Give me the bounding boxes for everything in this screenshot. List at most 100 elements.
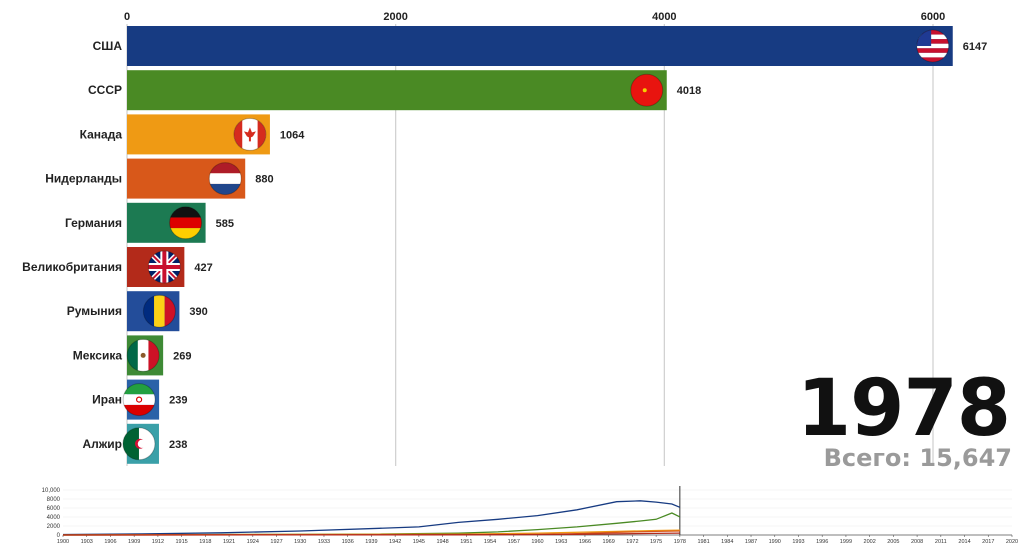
bar — [127, 70, 667, 111]
timeline-x-tick: 1903 — [81, 539, 93, 545]
bar-row: Германия 585 — [65, 202, 234, 243]
timeline-x-tick: 1951 — [460, 539, 472, 545]
timeline-x-tick: 1984 — [721, 539, 733, 545]
bar-row: Алжир 238 — [82, 423, 187, 464]
timeline-y-tick: 10,000 — [42, 488, 61, 494]
timeline-x-tick: 1981 — [697, 539, 709, 545]
timeline-x-tick: 2017 — [982, 539, 994, 545]
category-label: СССР — [88, 83, 122, 97]
timeline-x-tick: 1972 — [626, 539, 638, 545]
bars: США 6147 СССР 4018 Канада 1064 Нидерланды 880 Ге… — [22, 26, 987, 464]
total-label: Всего: 15,647 — [824, 444, 1012, 472]
timeline-x-tick: 1987 — [745, 539, 757, 545]
timeline-x-tick: 1960 — [531, 539, 543, 545]
us-flag-icon — [916, 29, 950, 63]
timeline-series-line — [62, 512, 681, 536]
timeline-x-tick: 1954 — [484, 539, 496, 545]
timeline-x-tick: 1912 — [152, 539, 164, 545]
romania-flag-icon — [142, 294, 176, 328]
timeline-x-tick: 1969 — [603, 539, 615, 545]
value-label: 4018 — [677, 85, 701, 97]
ussr-flag-icon — [630, 73, 664, 107]
timeline-x-tick: 2008 — [911, 539, 923, 545]
category-label: Иран — [92, 393, 122, 407]
value-label: 427 — [194, 262, 212, 274]
germany-flag-icon — [169, 206, 203, 240]
timeline-x-tick: 1900 — [57, 539, 69, 545]
timeline-x-tick: 1948 — [436, 539, 448, 545]
category-label: Румыния — [67, 304, 122, 318]
timeline-x-tick: 1990 — [769, 539, 781, 545]
timeline-x-tick: 1918 — [199, 539, 211, 545]
value-label: 6147 — [963, 41, 987, 53]
category-label: Нидерланды — [45, 172, 122, 186]
timeline-x-tick: 1927 — [270, 539, 282, 545]
timeline-x-tick: 2011 — [935, 539, 947, 545]
bar-row: Великобритания 427 — [22, 247, 213, 287]
total-last-digit: 7 — [995, 444, 1012, 472]
timeline-x-tick: 1921 — [223, 539, 235, 545]
timeline-y-tick: 0 — [57, 533, 61, 539]
mexico-flag-icon — [126, 338, 160, 372]
iran-flag-icon — [122, 383, 156, 417]
bar-row: Нидерланды 880 — [45, 158, 274, 199]
timeline-x-tick: 1939 — [365, 539, 377, 545]
timeline-x-tick: 1924 — [247, 539, 259, 545]
timeline-y-tick: 8000 — [47, 497, 61, 503]
timeline-x-tick: 1942 — [389, 539, 401, 545]
timeline-y-tick: 2000 — [47, 524, 61, 530]
x-tick-label: 6000 — [921, 11, 945, 23]
canada-flag-icon — [233, 117, 267, 151]
algeria-flag-icon — [122, 427, 156, 461]
timeline-x-tick: 2005 — [887, 539, 899, 545]
netherlands-flag-icon — [208, 162, 242, 196]
timeline-series — [62, 500, 681, 536]
bar-row: Канада 1064 — [80, 114, 305, 155]
category-label: Алжир — [82, 437, 122, 451]
timeline-x-tick: 1906 — [104, 539, 116, 545]
category-label: Мексика — [73, 348, 123, 362]
timeline-y-tick: 6000 — [47, 506, 61, 512]
timeline-y-tick: 4000 — [47, 515, 61, 521]
timeline-series-line — [62, 500, 681, 536]
timeline-x-tick: 1993 — [792, 539, 804, 545]
x-tick-label: 0 — [124, 11, 130, 23]
x-tick-label: 2000 — [383, 11, 407, 23]
value-label: 239 — [169, 395, 187, 407]
year-label: 1978 — [796, 364, 1011, 454]
timeline-x-tick: 1966 — [579, 539, 591, 545]
timeline-x-tick: 1930 — [294, 539, 306, 545]
timeline-x-tick: 1996 — [816, 539, 828, 545]
uk-flag-icon — [147, 250, 181, 284]
timeline-x-tick: 1957 — [508, 539, 520, 545]
value-label: 880 — [255, 174, 273, 186]
bar-row: США 6147 — [93, 26, 987, 66]
timeline-series-line — [62, 532, 680, 536]
timeline-x-tick: 1909 — [128, 539, 140, 545]
x-tick-label: 4000 — [652, 11, 676, 23]
category-label: Канада — [80, 127, 123, 141]
bar — [127, 26, 953, 66]
category-label: США — [93, 39, 123, 53]
timeline-x-tick: 1975 — [650, 539, 662, 545]
bar-row: Мексика 269 — [73, 335, 191, 376]
x-axis: 0 2000 4000 6000 — [124, 11, 945, 23]
value-label: 1064 — [280, 129, 305, 141]
value-label: 585 — [216, 218, 234, 230]
value-label: 269 — [173, 350, 191, 362]
bar-row: Иран 239 — [92, 379, 187, 420]
timeline-x-tick: 1936 — [342, 539, 354, 545]
bar-chart: 0 2000 4000 6000 США 6147 СССР 4018 Канада 1064 Н… — [22, 11, 987, 466]
value-label: 390 — [189, 306, 207, 318]
timeline-x-tick: 1945 — [413, 539, 425, 545]
timeline-x-tick: 1978 — [674, 539, 686, 545]
category-label: Великобритания — [22, 260, 122, 274]
timeline-x-tick: 1963 — [555, 539, 567, 545]
timeline-x-tick: 2020 — [1006, 539, 1018, 545]
category-label: Германия — [65, 216, 122, 230]
total-text: Всего: 15,64 — [823, 444, 996, 472]
timeline-x-tick: 1915 — [176, 539, 188, 545]
